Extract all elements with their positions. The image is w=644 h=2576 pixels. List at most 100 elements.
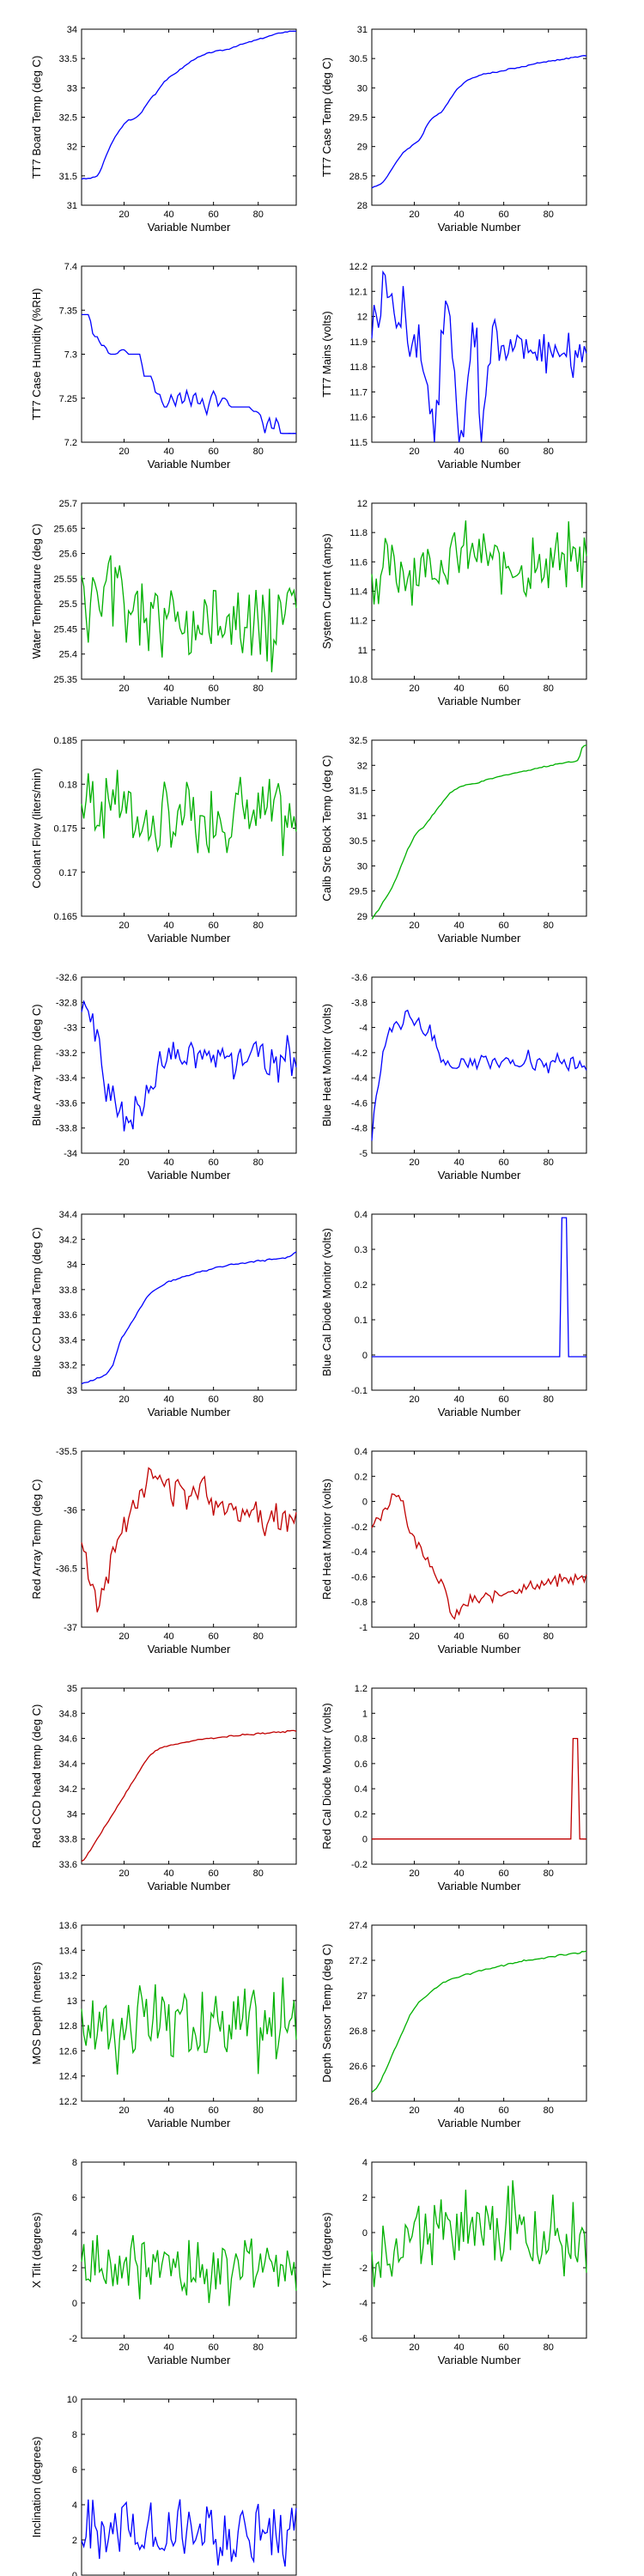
- y-tick-label: -3.6: [351, 973, 368, 983]
- y-tick-label: -4.4: [351, 1073, 368, 1084]
- y-tick-label: 11.7: [349, 387, 368, 398]
- y-tick-label: 4: [72, 2500, 77, 2511]
- y-tick-label: 34.6: [59, 1735, 77, 1745]
- y-axis-label: X Tilt (degrees): [30, 2212, 43, 2287]
- x-axis-label: Variable Number: [438, 221, 521, 234]
- y-tick-label: 11.6: [349, 413, 368, 423]
- x-tick-label: 40: [453, 1631, 464, 1642]
- x-tick-label: 60: [209, 447, 219, 457]
- chart-panel: 20 40 60 80 10.8 11 11.2 11.4 11.6 11.8 12 Variable…: [320, 499, 587, 708]
- y-tick-label: 0.4: [355, 1447, 368, 1457]
- x-tick-label: 60: [209, 920, 219, 931]
- series-line: [81, 555, 297, 672]
- y-tick-label: 0.8: [355, 1735, 368, 1745]
- series-line: [371, 1009, 587, 1141]
- x-tick-label: 20: [118, 210, 129, 220]
- y-tick-label: 26.4: [349, 2097, 368, 2107]
- chart-panel: 20 40 60 80 33 33.2 33.4 33.6 33.8 34 34.2 34.4 Vari…: [30, 1210, 297, 1419]
- y-tick-label: 12.4: [59, 2072, 77, 2082]
- y-tick-label: 27: [357, 1991, 368, 2002]
- x-tick-label: 80: [544, 920, 554, 931]
- y-tick-label: 31: [357, 25, 368, 35]
- y-tick-label: 11.5: [349, 438, 368, 448]
- y-tick-label: -36: [64, 1505, 77, 1516]
- x-tick-label: 20: [409, 447, 419, 457]
- y-tick-label: 31.5: [349, 787, 368, 797]
- series-line: [81, 30, 297, 180]
- x-axis-label: Variable Number: [148, 221, 231, 234]
- x-axis-label: Variable Number: [438, 1880, 521, 1893]
- plot-frame: [81, 1924, 297, 2102]
- y-tick-label: 7.35: [59, 306, 77, 316]
- x-tick-label: 20: [409, 2105, 419, 2116]
- chart-panel: 20 40 60 80 29 29.5 30 30.5 31 31.5 32 32.5 Variable…: [320, 736, 587, 945]
- y-tick-label: 30: [357, 83, 368, 94]
- y-tick-label: 0: [362, 1351, 368, 1361]
- y-tick-label: 2: [362, 2193, 368, 2203]
- plot-frame: [81, 502, 297, 680]
- y-tick-label: 0.2: [355, 1280, 368, 1291]
- y-axis-label: Inclination (degrees): [30, 2437, 43, 2538]
- y-tick-label: 0: [362, 1835, 368, 1845]
- y-tick-label: 0: [362, 2228, 368, 2239]
- plot-frame: [81, 2161, 297, 2339]
- plot-frame: [81, 976, 297, 1154]
- x-tick-label: 60: [209, 683, 219, 694]
- y-tick-label: 27.4: [349, 1921, 368, 1931]
- y-tick-label: 33: [67, 83, 77, 94]
- y-tick-label: 35: [67, 1684, 77, 1694]
- y-tick-label: 31.5: [59, 172, 77, 182]
- x-tick-label: 60: [209, 2105, 219, 2116]
- y-axis-label: TT7 Case Temp (deg C): [320, 58, 333, 177]
- y-tick-label: -33.6: [56, 1098, 77, 1109]
- x-axis-label: Variable Number: [438, 1169, 521, 1182]
- y-tick-label: 13.4: [59, 1946, 77, 1956]
- y-tick-label: 11.6: [349, 557, 368, 568]
- x-tick-label: 40: [453, 1868, 464, 1879]
- y-tick-label: -4.2: [351, 1048, 368, 1059]
- series-line: [372, 1217, 586, 1358]
- x-tick-label: 80: [544, 2342, 554, 2353]
- y-tick-label: 34.2: [59, 1784, 77, 1795]
- y-tick-label: 31: [357, 811, 368, 822]
- x-tick-label: 40: [163, 210, 173, 220]
- plot-frame: [371, 502, 587, 680]
- x-tick-label: 20: [409, 210, 419, 220]
- y-tick-label: -4.8: [351, 1124, 368, 1134]
- x-axis-label: Variable Number: [148, 458, 231, 471]
- y-axis-label: Blue Heat Monitor (volts): [320, 1004, 333, 1127]
- plot-frame: [371, 28, 587, 206]
- x-tick-label: 60: [499, 1868, 509, 1879]
- series-line: [81, 1251, 297, 1385]
- y-tick-label: 12: [357, 499, 368, 509]
- x-tick-label: 80: [253, 2342, 264, 2353]
- x-tick-label: 60: [499, 1394, 509, 1405]
- x-tick-label: 40: [163, 2342, 173, 2353]
- y-tick-label: 34: [67, 1261, 77, 1271]
- plot-frame: [371, 1687, 587, 1865]
- x-tick-label: 20: [118, 1157, 129, 1168]
- y-tick-label: 4: [72, 2228, 77, 2239]
- y-tick-label: -1: [359, 1623, 368, 1633]
- y-tick-label: 33.8: [59, 1285, 77, 1296]
- y-tick-label: 11.4: [349, 587, 368, 598]
- x-tick-label: 80: [544, 1868, 554, 1879]
- y-tick-label: 34: [67, 1809, 77, 1820]
- x-tick-label: 60: [499, 683, 509, 694]
- y-tick-label: -2: [69, 2334, 77, 2344]
- y-tick-label: 29.5: [349, 887, 368, 897]
- x-tick-label: 80: [253, 1157, 264, 1168]
- x-axis-label: Variable Number: [148, 695, 231, 708]
- y-tick-label: 12: [357, 313, 368, 323]
- y-axis-label: Blue Cal Diode Monitor (volts): [320, 1228, 333, 1376]
- x-axis-label: Variable Number: [148, 1643, 231, 1656]
- y-axis-label: MOS Depth (meters): [30, 1962, 43, 2065]
- y-tick-label: -3.8: [351, 998, 368, 1008]
- y-axis-label: Red Cal Diode Monitor (volts): [320, 1703, 333, 1850]
- x-tick-label: 80: [253, 210, 264, 220]
- chart-panel: 20 40 60 80 -0.1 0 0.1 0.2 0.3 0.4 Variable Number…: [320, 1210, 587, 1419]
- x-axis-label: Variable Number: [438, 2354, 521, 2366]
- chart-panel: 20 40 60 80 -2 0 2 4 6 8 Variable Number X Tilt (de…: [30, 2158, 297, 2366]
- y-tick-label: 32: [67, 143, 77, 153]
